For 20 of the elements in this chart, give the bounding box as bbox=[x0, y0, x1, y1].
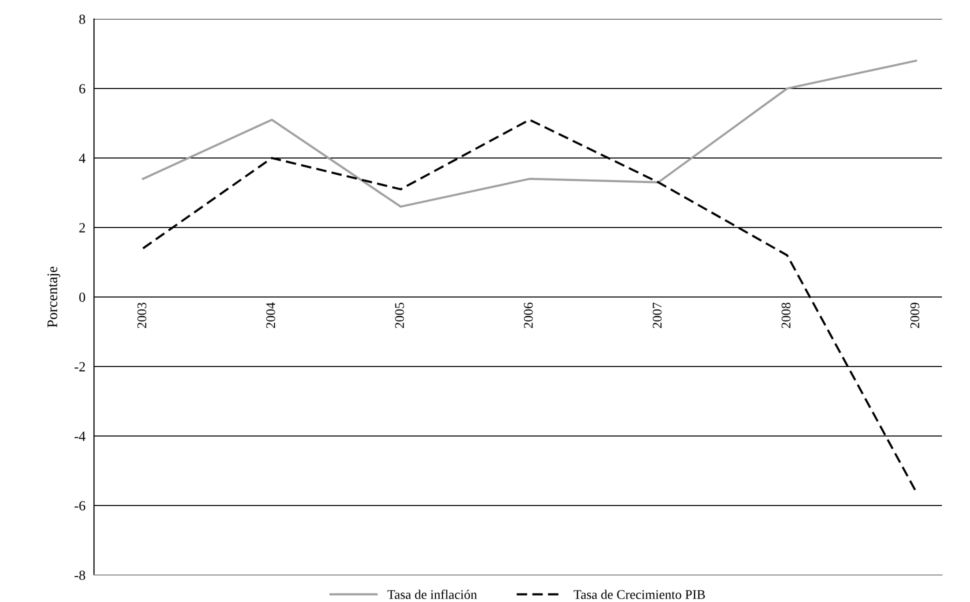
legend-label: Tasa de inflación bbox=[387, 590, 477, 600]
y-tick-label: 0 bbox=[79, 292, 86, 302]
x-tick-label: 2008 bbox=[782, 302, 790, 328]
y-tick-label: 6 bbox=[79, 84, 86, 94]
y-tick-label: 4 bbox=[78, 154, 86, 163]
y-tick-label: -6 bbox=[74, 501, 86, 510]
line-series bbox=[142, 60, 918, 208]
x-tick-label: 2006 bbox=[524, 302, 533, 328]
y-tick-label: -2 bbox=[74, 362, 85, 372]
x-tick-label: 2009 bbox=[910, 302, 920, 328]
y-tick-label: 2 bbox=[79, 223, 85, 232]
y-tick-label: 8 bbox=[79, 14, 86, 24]
x-tick-label: 2004 bbox=[266, 302, 276, 328]
x-tick-label: 2007 bbox=[652, 302, 662, 328]
y-tick-label: -8 bbox=[74, 570, 86, 580]
y-axis-title: Porcentaje bbox=[47, 266, 60, 328]
x-tick-label: 2005 bbox=[395, 302, 404, 328]
x-tick-label: 2003 bbox=[137, 302, 146, 328]
legend-label: Tasa de Crecimiento PIB bbox=[574, 590, 705, 600]
y-tick-label: -4 bbox=[74, 432, 86, 441]
